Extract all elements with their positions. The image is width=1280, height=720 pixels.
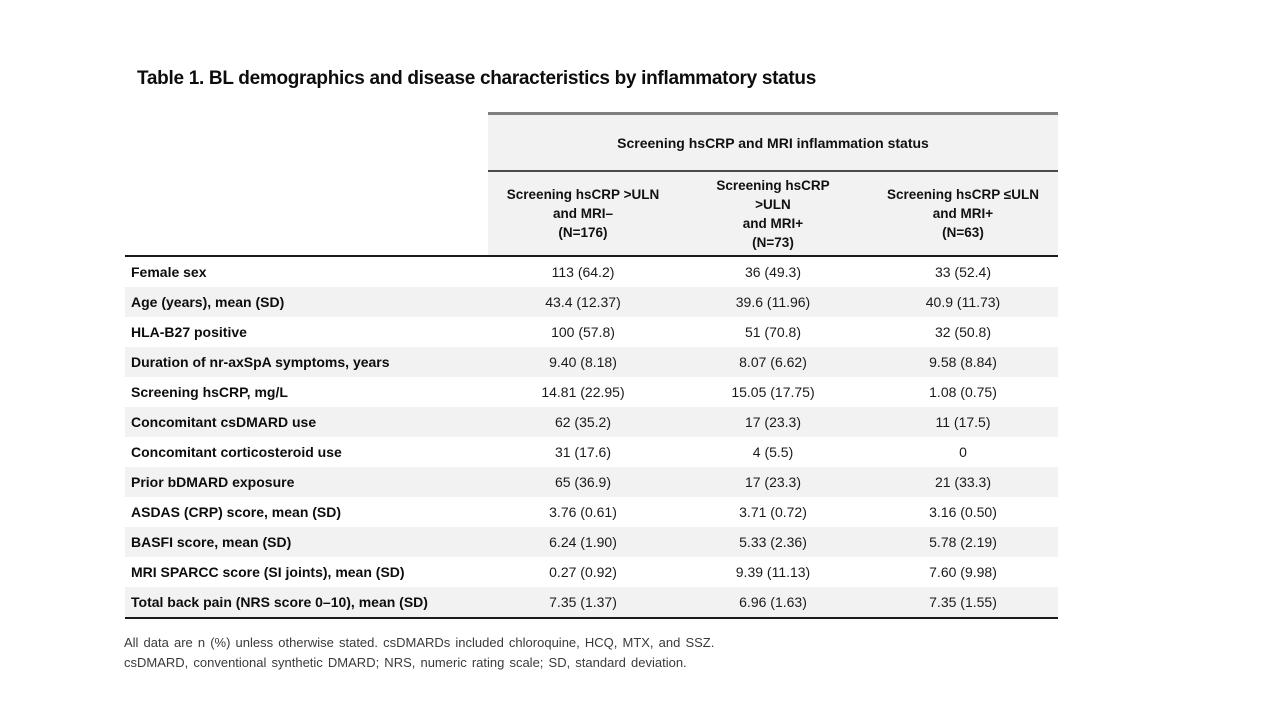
column-header-hscrp-lowuln-mri-pos: Screening hsCRP ≤ULN and MRI+ (N=63) (868, 172, 1058, 255)
row-value: 3.16 (0.50) (929, 504, 997, 520)
row-label: ASDAS (CRP) score, mean (SD) (131, 504, 342, 520)
row-value: 6.24 (1.90) (549, 534, 617, 550)
row-value: 40.9 (11.73) (925, 294, 1001, 310)
footnote-line-2: csDMARD, conventional synthetic DMARD; N… (124, 655, 687, 670)
table-row: Duration of nr-axSpA symptoms, years 9.4… (125, 347, 1058, 377)
row-value: 7.35 (1.37) (549, 594, 617, 610)
table-row: Female sex 113 (64.2) 36 (49.3) 33 (52.4… (125, 257, 1058, 287)
column-header-hscrp-uln-mri-neg: Screening hsCRP >ULN and MRI– (N=176) (488, 172, 678, 255)
footnote-line-1: All data are n (%) unless otherwise stat… (124, 635, 715, 650)
row-value: 15.05 (17.75) (731, 384, 815, 400)
row-value: 32 (50.8) (934, 324, 992, 340)
row-value: 3.76 (0.61) (549, 504, 617, 520)
group-header-row: Screening hsCRP and MRI inflammation sta… (125, 112, 1058, 172)
row-value: 51 (70.8) (744, 324, 802, 340)
row-value: 0.27 (0.92) (549, 564, 617, 580)
row-value: 3.71 (0.72) (739, 504, 807, 520)
row-value: 1.08 (0.75) (929, 384, 997, 400)
table-bottom-rule (125, 617, 1058, 619)
table-row: Concomitant corticosteroid use 31 (17.6)… (125, 437, 1058, 467)
page-title: Table 1. BL demographics and disease cha… (137, 68, 816, 89)
row-value: 4 (5.5) (752, 444, 794, 460)
row-value: 5.33 (2.36) (739, 534, 807, 550)
row-value: 9.39 (11.13) (735, 564, 811, 580)
row-label: HLA-B27 positive (131, 324, 247, 340)
table-row: MRI SPARCC score (SI joints), mean (SD) … (125, 557, 1058, 587)
row-value: 6.96 (1.63) (739, 594, 807, 610)
row-label: Concomitant corticosteroid use (131, 444, 342, 460)
row-label: Screening hsCRP, mg/L (131, 384, 288, 400)
row-value: 5.78 (2.19) (929, 534, 997, 550)
table-row: Screening hsCRP, mg/L 14.81 (22.95) 15.0… (125, 377, 1058, 407)
row-value: 31 (17.6) (554, 444, 612, 460)
demographics-table: Screening hsCRP and MRI inflammation sta… (125, 112, 1058, 619)
row-value: 7.35 (1.55) (929, 594, 997, 610)
footnote: All data are n (%) unless otherwise stat… (124, 633, 714, 673)
row-label: Female sex (131, 264, 207, 280)
table-row: ASDAS (CRP) score, mean (SD) 3.76 (0.61)… (125, 497, 1058, 527)
row-label: MRI SPARCC score (SI joints), mean (SD) (131, 564, 405, 580)
row-value: 7.60 (9.98) (929, 564, 997, 580)
group-header-cell: Screening hsCRP and MRI inflammation sta… (488, 112, 1058, 172)
row-value: 43.4 (12.37) (545, 294, 621, 310)
header-spacer (125, 112, 488, 172)
row-value: 62 (35.2) (554, 414, 612, 430)
table-row: HLA-B27 positive 100 (57.8) 51 (70.8) 32… (125, 317, 1058, 347)
row-label: Duration of nr-axSpA symptoms, years (131, 354, 390, 370)
header-divider-rule (125, 255, 1058, 257)
row-value: 36 (49.3) (744, 264, 802, 280)
row-value: 14.81 (22.95) (541, 384, 625, 400)
row-value: 9.40 (8.18) (549, 354, 617, 370)
row-value: 21 (33.3) (934, 474, 992, 490)
row-value: 11 (17.5) (935, 414, 991, 430)
row-value: 9.58 (8.84) (929, 354, 997, 370)
row-value: 17 (23.3) (744, 474, 802, 490)
column-header-row: Screening hsCRP >ULN and MRI– (N=176) Sc… (125, 172, 1058, 255)
row-value: 65 (36.9) (554, 474, 612, 490)
row-value: 8.07 (6.62) (739, 354, 807, 370)
table-row: BASFI score, mean (SD) 6.24 (1.90) 5.33 … (125, 527, 1058, 557)
table-row: Age (years), mean (SD) 43.4 (12.37) 39.6… (125, 287, 1058, 317)
row-label: Concomitant csDMARD use (131, 414, 317, 430)
column-header-hscrp-uln-mri-pos: Screening hsCRP >ULN and MRI+ (N=73) (678, 172, 868, 255)
table-body: Female sex 113 (64.2) 36 (49.3) 33 (52.4… (125, 257, 1058, 617)
row-value: 17 (23.3) (744, 414, 802, 430)
row-value: 39.6 (11.96) (735, 294, 811, 310)
row-label: BASFI score, mean (SD) (131, 534, 292, 550)
row-value: 100 (57.8) (551, 324, 615, 340)
row-value: 113 (64.2) (551, 264, 615, 280)
row-label: Age (years), mean (SD) (131, 294, 285, 310)
row-label: Total back pain (NRS score 0–10), mean (… (131, 594, 428, 610)
table-row: Concomitant csDMARD use 62 (35.2) 17 (23… (125, 407, 1058, 437)
row-label: Prior bDMARD exposure (131, 474, 295, 490)
header-spacer (125, 172, 488, 255)
table-row: Total back pain (NRS score 0–10), mean (… (125, 587, 1058, 617)
row-value: 33 (52.4) (934, 264, 992, 280)
table-row: Prior bDMARD exposure 65 (36.9) 17 (23.3… (125, 467, 1058, 497)
row-value: 0 (959, 444, 967, 460)
